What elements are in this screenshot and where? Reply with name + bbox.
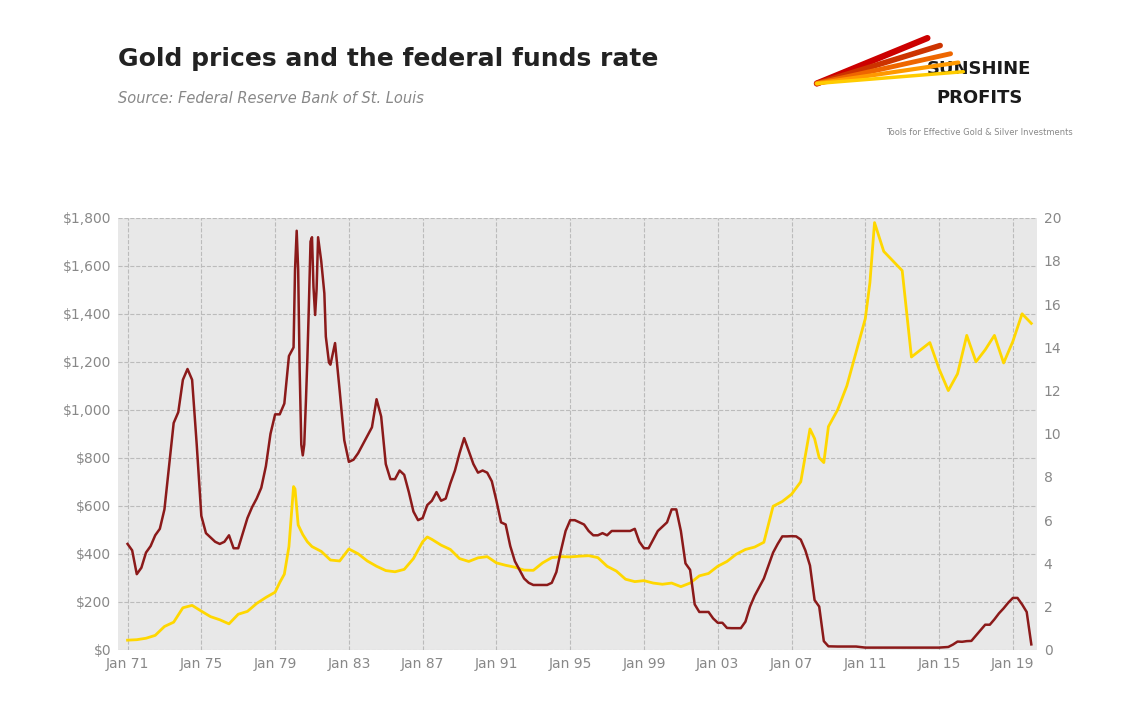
- Text: Gold prices and the federal funds rate: Gold prices and the federal funds rate: [118, 47, 658, 71]
- Text: SUNSHINE: SUNSHINE: [926, 60, 1031, 78]
- Text: Tools for Effective Gold & Silver Investments: Tools for Effective Gold & Silver Invest…: [886, 129, 1073, 137]
- Text: PROFITS: PROFITS: [935, 89, 1022, 107]
- Text: Source: Federal Reserve Bank of St. Louis: Source: Federal Reserve Bank of St. Loui…: [118, 91, 424, 106]
